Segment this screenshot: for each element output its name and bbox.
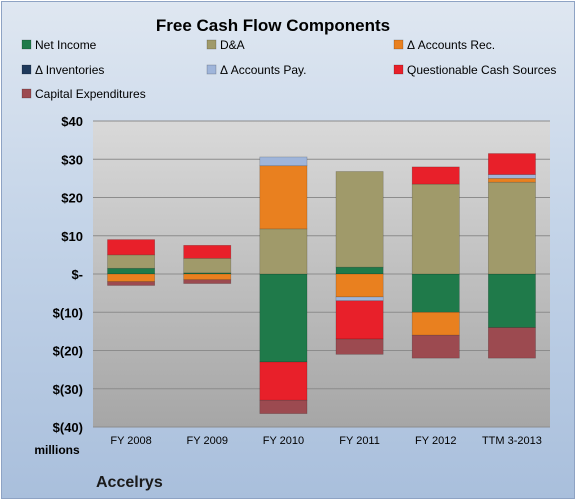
bar-segment xyxy=(107,267,155,275)
y-axis: $40 $30 $20 $10 $- $(10) $(20) $(30) $(40) xyxy=(53,114,83,435)
legend-label: Net Income xyxy=(35,38,97,52)
legend: Net Income D&A Δ Accounts Rec. Δ Inventorie… xyxy=(21,38,556,101)
bars xyxy=(107,153,536,414)
legend-swatch xyxy=(21,64,32,75)
legend-swatch xyxy=(21,39,32,50)
bar-segment xyxy=(488,178,536,183)
bar-segment xyxy=(259,156,308,167)
legend-label: Δ Inventories xyxy=(35,63,104,77)
gridlines xyxy=(93,120,550,428)
bar-segment xyxy=(259,361,308,401)
legend-swatch xyxy=(393,64,404,75)
y-tick-label: $20 xyxy=(61,191,83,206)
y-tick-label: $- xyxy=(71,267,83,282)
bar-segment xyxy=(259,399,308,414)
bar-segment xyxy=(335,338,384,355)
x-tick-label: FY 2011 xyxy=(339,435,380,447)
bar-segment xyxy=(107,273,155,282)
legend-swatch xyxy=(393,39,404,50)
bar-segment xyxy=(183,258,232,274)
legend-swatch xyxy=(206,64,217,75)
legend-swatch xyxy=(21,88,32,99)
units-label: millions xyxy=(34,443,80,457)
y-tick-label: $(10) xyxy=(53,305,83,320)
bar-segment xyxy=(183,273,232,281)
bar-segment xyxy=(335,273,384,298)
bar-segment xyxy=(411,334,460,359)
x-tick-label: FY 2008 xyxy=(110,435,151,447)
x-tick-label: TTM 3-2013 xyxy=(482,435,542,447)
bar-segment xyxy=(335,266,384,275)
bar-segment xyxy=(411,166,460,185)
legend-label: Δ Accounts Rec. xyxy=(407,38,495,52)
bar-segment xyxy=(488,174,536,179)
bar-segment xyxy=(411,311,460,336)
bar-segment xyxy=(335,300,384,340)
bar-segment xyxy=(183,279,232,284)
bar-segment xyxy=(411,183,460,275)
legend-label: Questionable Cash Sources xyxy=(407,63,556,77)
legend-swatch xyxy=(206,39,217,50)
legend-label: Δ Accounts Pay. xyxy=(220,63,307,77)
legend-label: Capital Expenditures xyxy=(35,87,146,101)
x-axis: FY 2008 FY 2009 FY 2010 FY 2011 FY 2012 TTM 3… xyxy=(110,435,541,447)
bar-segment xyxy=(259,228,308,275)
bar-segment xyxy=(259,165,308,230)
bar-segment xyxy=(183,245,232,259)
y-tick-label: $(40) xyxy=(53,420,83,435)
bar-segment xyxy=(488,327,536,359)
y-tick-label: $(20) xyxy=(53,344,83,359)
x-tick-label: FY 2009 xyxy=(187,435,228,447)
bar-segment xyxy=(335,296,384,302)
company-name: Accelrys xyxy=(96,474,163,491)
bar-segment xyxy=(488,153,536,175)
y-tick-label: $(30) xyxy=(53,382,83,397)
y-tick-label: $10 xyxy=(61,229,83,244)
bar-segment xyxy=(107,239,155,256)
bar-segment xyxy=(411,273,460,313)
bar-segment xyxy=(488,273,536,328)
x-tick-label: FY 2010 xyxy=(263,435,304,447)
bar-segment xyxy=(488,181,536,275)
bar-segment xyxy=(107,281,155,286)
bar-segment xyxy=(259,273,308,363)
chart-title: Free Cash Flow Components xyxy=(156,16,390,35)
y-tick-label: $30 xyxy=(61,152,83,167)
bar-segment xyxy=(335,171,384,268)
x-tick-label: FY 2012 xyxy=(415,435,456,447)
legend-label: D&A xyxy=(220,38,245,52)
y-tick-label: $40 xyxy=(61,114,83,129)
bar-segment xyxy=(107,254,155,269)
